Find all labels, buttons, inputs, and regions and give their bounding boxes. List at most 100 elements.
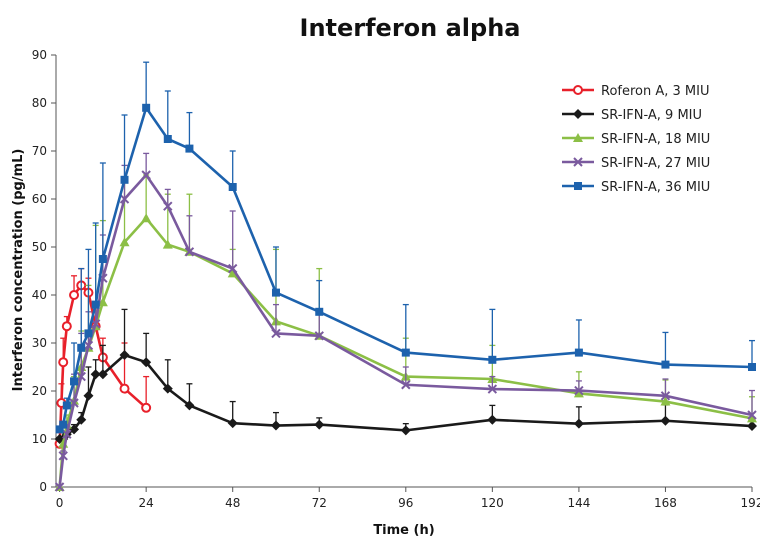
data-point <box>400 425 411 436</box>
legend-item: SR-IFN-A, 27 MIU <box>562 156 710 171</box>
data-point <box>660 415 671 426</box>
data-point <box>55 425 64 434</box>
data-point <box>573 418 584 429</box>
legend-label: SR-IFN-A, 9 MIU <box>601 108 702 123</box>
legend-item: Roferon A, 3 MIU <box>562 84 710 99</box>
series-4 <box>54 152 757 492</box>
series-5 <box>55 61 756 434</box>
data-point <box>69 398 79 408</box>
data-point <box>90 319 101 329</box>
data-point <box>227 268 238 278</box>
x-tick-label: 168 <box>654 496 677 510</box>
data-point <box>660 396 671 406</box>
y-tick-label: 80 <box>32 96 47 110</box>
legend-item: SR-IFN-A, 36 MIU <box>562 180 710 195</box>
data-point <box>141 213 152 223</box>
data-point <box>69 290 80 300</box>
data-point <box>59 420 68 429</box>
data-point <box>98 255 107 263</box>
x-tick-label: 24 <box>139 496 154 510</box>
x-tick-label: 144 <box>567 496 590 510</box>
data-point <box>163 201 173 211</box>
data-point <box>62 429 72 439</box>
legend-label: SR-IFN-A, 36 MIU <box>601 180 710 195</box>
y-tick-label: 40 <box>32 288 47 302</box>
legend-item: SR-IFN-A, 9 MIU <box>562 108 702 123</box>
data-point <box>314 331 324 341</box>
data-point <box>162 383 173 394</box>
data-point <box>119 237 130 247</box>
data-point <box>747 413 757 423</box>
data-point <box>141 170 151 180</box>
legend-marker <box>573 133 583 142</box>
legend: Roferon A, 3 MIU SR-IFN-A, 9 MIU SR-IFN-A,… <box>562 84 710 195</box>
data-point <box>184 400 195 411</box>
data-point <box>76 371 86 382</box>
data-point <box>227 263 238 274</box>
data-point <box>184 247 195 257</box>
data-point <box>142 103 151 112</box>
x-tick-label: 0 <box>56 496 64 510</box>
y-tick-label: 30 <box>32 336 47 350</box>
y-tick-label: 60 <box>32 192 47 206</box>
data-point <box>77 343 86 352</box>
data-point <box>227 418 238 429</box>
x-tick-label: 72 <box>312 496 327 510</box>
data-point <box>83 340 94 351</box>
x-tick-label: 192 <box>741 496 760 510</box>
legend-label: SR-IFN-A, 18 MIU <box>601 132 710 147</box>
legend-label: SR-IFN-A, 27 MIU <box>601 156 710 171</box>
data-point <box>69 424 80 435</box>
data-point <box>162 239 173 249</box>
data-point <box>54 482 65 492</box>
x-tick-label: 120 <box>481 496 504 510</box>
data-point <box>314 419 325 430</box>
data-point <box>97 297 108 307</box>
data-point <box>61 321 72 332</box>
data-point <box>141 402 152 413</box>
data-point <box>84 329 93 338</box>
y-tick-label: 70 <box>32 144 47 158</box>
x-tick-label: 96 <box>398 496 413 510</box>
y-tick-label: 20 <box>32 384 47 398</box>
data-point <box>163 135 172 143</box>
data-point <box>748 363 756 371</box>
data-point <box>185 144 194 153</box>
data-point <box>660 391 671 401</box>
legend-marker <box>573 109 583 119</box>
legend-label: Roferon A, 3 MIU <box>601 84 710 99</box>
y-tick-label: 50 <box>32 240 47 254</box>
x-axis-title: Time (h) <box>373 523 434 538</box>
data-point <box>70 377 79 386</box>
legend-marker <box>573 85 583 95</box>
legend-marker <box>573 157 583 167</box>
data-point <box>488 355 497 364</box>
data-point <box>228 183 237 191</box>
data-point <box>574 348 583 357</box>
data-point <box>315 307 324 316</box>
chart-title: Interferon alpha <box>300 14 521 42</box>
data-point <box>573 388 584 398</box>
data-point <box>119 383 130 394</box>
y-tick-label: 90 <box>32 48 47 62</box>
data-point <box>270 420 281 431</box>
data-point <box>661 360 670 369</box>
series-line <box>58 173 753 488</box>
data-point <box>62 401 71 410</box>
data-point <box>487 414 498 425</box>
y-tick-label: 0 <box>39 480 47 494</box>
data-point <box>97 369 108 380</box>
data-point <box>487 384 498 394</box>
y-tick-label: 10 <box>32 432 47 446</box>
series-line <box>58 106 753 431</box>
data-point <box>119 194 130 204</box>
y-axis-title: Interferon concentration (pg/mL) <box>11 149 26 392</box>
legend-marker <box>574 182 582 190</box>
data-point <box>120 175 129 184</box>
x-tick-label: 48 <box>225 496 240 510</box>
data-point <box>90 369 101 380</box>
data-point <box>747 421 757 432</box>
data-point <box>119 350 130 360</box>
data-point <box>747 410 757 420</box>
